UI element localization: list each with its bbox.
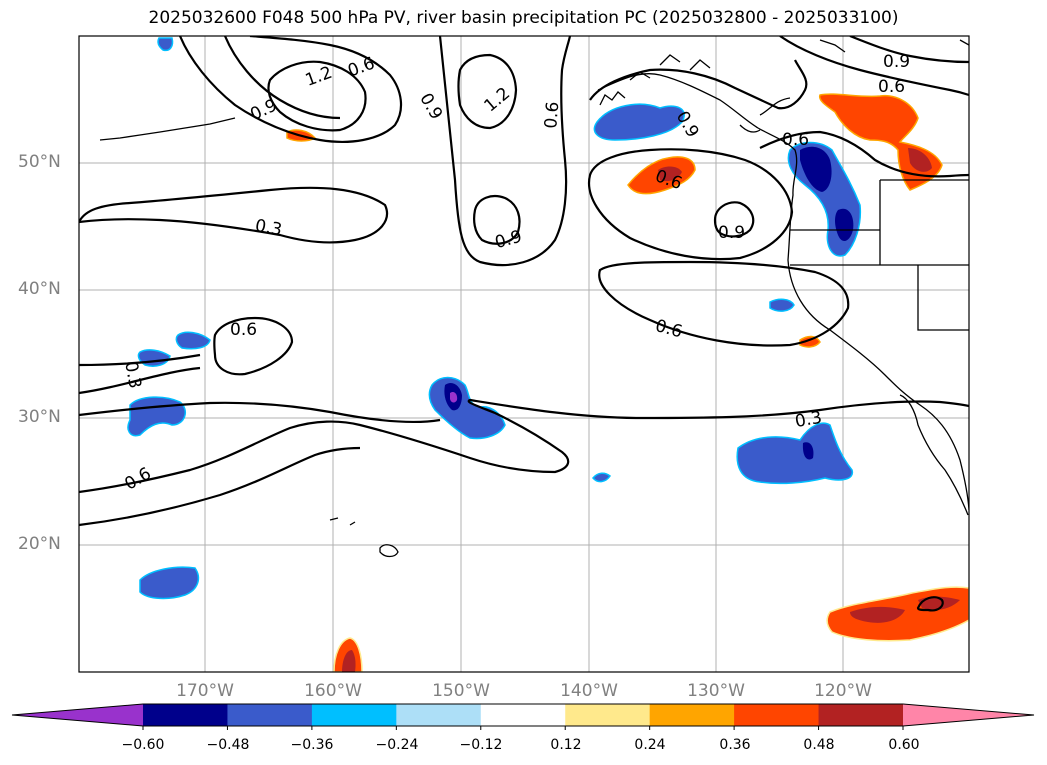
lat-label: 20°N [18, 534, 61, 554]
colorbar-tick-label: 0.60 [888, 737, 920, 753]
contour-label: 0.9 [247, 95, 280, 125]
lon-label: 170°W [176, 681, 234, 701]
lon-label: 140°W [560, 681, 618, 701]
colorbar-segment [396, 704, 482, 726]
colorbar-segment [565, 704, 651, 726]
contour-label: 0.3 [120, 360, 144, 390]
colorbar-segment [649, 704, 735, 726]
colorbar-tick-label: 0.12 [550, 737, 582, 753]
contour-label: 0.3 [793, 408, 823, 432]
colorbar-tick-label: 0.36 [719, 737, 751, 753]
contour-label: 0.6 [345, 53, 377, 81]
colorbar-segment [227, 704, 313, 726]
contour-label: 0.6 [541, 101, 563, 130]
contour-label: 1.2 [303, 63, 335, 91]
contour-label: 0.6 [878, 77, 905, 97]
contour-label: 0.6 [782, 130, 809, 150]
map-frame [78, 35, 970, 673]
precip-negative-areas [127, 37, 862, 600]
colorbar-tick-label: −0.24 [375, 737, 419, 753]
contour-label: 0.9 [718, 223, 745, 243]
colorbar-segment [143, 704, 228, 726]
colorbar [11, 703, 1035, 730]
lon-label: 120°W [814, 681, 872, 701]
lat-label: 30°N [18, 407, 61, 427]
contour-label: 0.9 [493, 227, 524, 253]
contour-label: 0.6 [653, 316, 684, 342]
colorbar-segment [734, 704, 820, 726]
lon-label: 150°W [432, 681, 490, 701]
lat-label: 40°N [18, 279, 61, 299]
lat-label: 50°N [18, 152, 61, 172]
colorbar-segment [480, 704, 566, 726]
gridlines [79, 36, 969, 672]
colorbar-max-extension [903, 704, 1034, 726]
colorbar-tick-label: −0.48 [206, 737, 250, 753]
colorbar-segment [311, 704, 397, 726]
lon-label: 160°W [304, 681, 362, 701]
colorbar-tick-label: 0.24 [634, 737, 666, 753]
contour-label: 0.6 [230, 320, 257, 340]
contour-label: 0.9 [883, 52, 910, 72]
coastlines [99, 39, 969, 558]
lon-label: 130°W [687, 681, 745, 701]
colorbar-tick-label: −0.12 [459, 737, 503, 753]
colorbar-segment [818, 704, 904, 726]
map-title: 2025032600 F048 500 hPa PV, river basin … [148, 8, 899, 28]
colorbar-tick-label: 0.48 [803, 737, 835, 753]
contour-label: 0.6 [121, 464, 154, 495]
colorbar-tick-label: −0.36 [290, 737, 334, 753]
contour-label: 0.3 [253, 216, 283, 240]
contour-labels: 1.2 0.6 0.9 0.9 1.2 0.6 0.9 0.6 0.6 0.9 … [120, 52, 910, 495]
precip-positive-areas [286, 93, 969, 672]
colorbar-min-extension [12, 704, 143, 726]
contour-label: 0.9 [415, 90, 446, 123]
colorbar-tick-label: −0.60 [121, 737, 165, 753]
contour-label: 1.2 [481, 84, 515, 117]
pv-contours [79, 36, 969, 612]
